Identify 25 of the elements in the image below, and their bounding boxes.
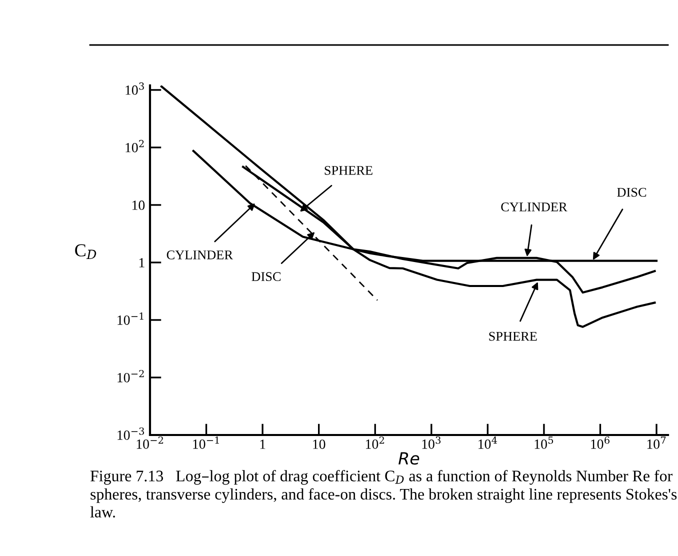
annotation: CYLINDER bbox=[501, 202, 568, 212]
x-tick-label: 10 bbox=[313, 440, 326, 449]
x-tick-label: 10$^{4}$ bbox=[478, 436, 498, 449]
y-axis-title: C$_{D}$ bbox=[75, 244, 96, 260]
annotation: CYLINDER bbox=[166, 250, 233, 260]
x-tick-label: 10$^{5}$ bbox=[534, 436, 554, 449]
y-tick-label: 10$^{−2}$ bbox=[118, 370, 144, 382]
y-tick-label: 1 bbox=[139, 258, 144, 268]
y-tick-label: 10$^{−1}$ bbox=[118, 312, 144, 325]
caption: Figure 7.13 Log–log plot of drag coefficient C$_{D}$ as a function of Reynolds Number Re for spheres, transverse cylinders, and face-on discs. The broken straight line represents Stokes's law. bbox=[90, 470, 677, 518]
x-tick-label: 1 bbox=[260, 440, 266, 449]
y-tick-label: 10$^{−3}$ bbox=[118, 427, 144, 440]
annotation: DISC bbox=[617, 188, 646, 197]
y-tick-label: 10$^{3}$ bbox=[126, 82, 144, 95]
y-tick-label: 10 bbox=[132, 200, 145, 210]
annotation: DISC bbox=[252, 272, 281, 282]
annotation: SPHERE bbox=[489, 332, 537, 341]
x-tick-label: 10$^{−1}$ bbox=[193, 436, 219, 449]
x-axis-title: Re bbox=[398, 452, 420, 465]
annotation: SPHERE bbox=[324, 166, 372, 175]
x-tick-label: 10$^{2}$ bbox=[366, 436, 384, 449]
x-tick-label: 10$^{6}$ bbox=[591, 436, 610, 449]
y-tick-label: 10$^{2}$ bbox=[126, 140, 144, 152]
x-tick-label: 10$^{7}$ bbox=[647, 436, 666, 449]
x-tick-label: 10$^{3}$ bbox=[422, 436, 441, 449]
